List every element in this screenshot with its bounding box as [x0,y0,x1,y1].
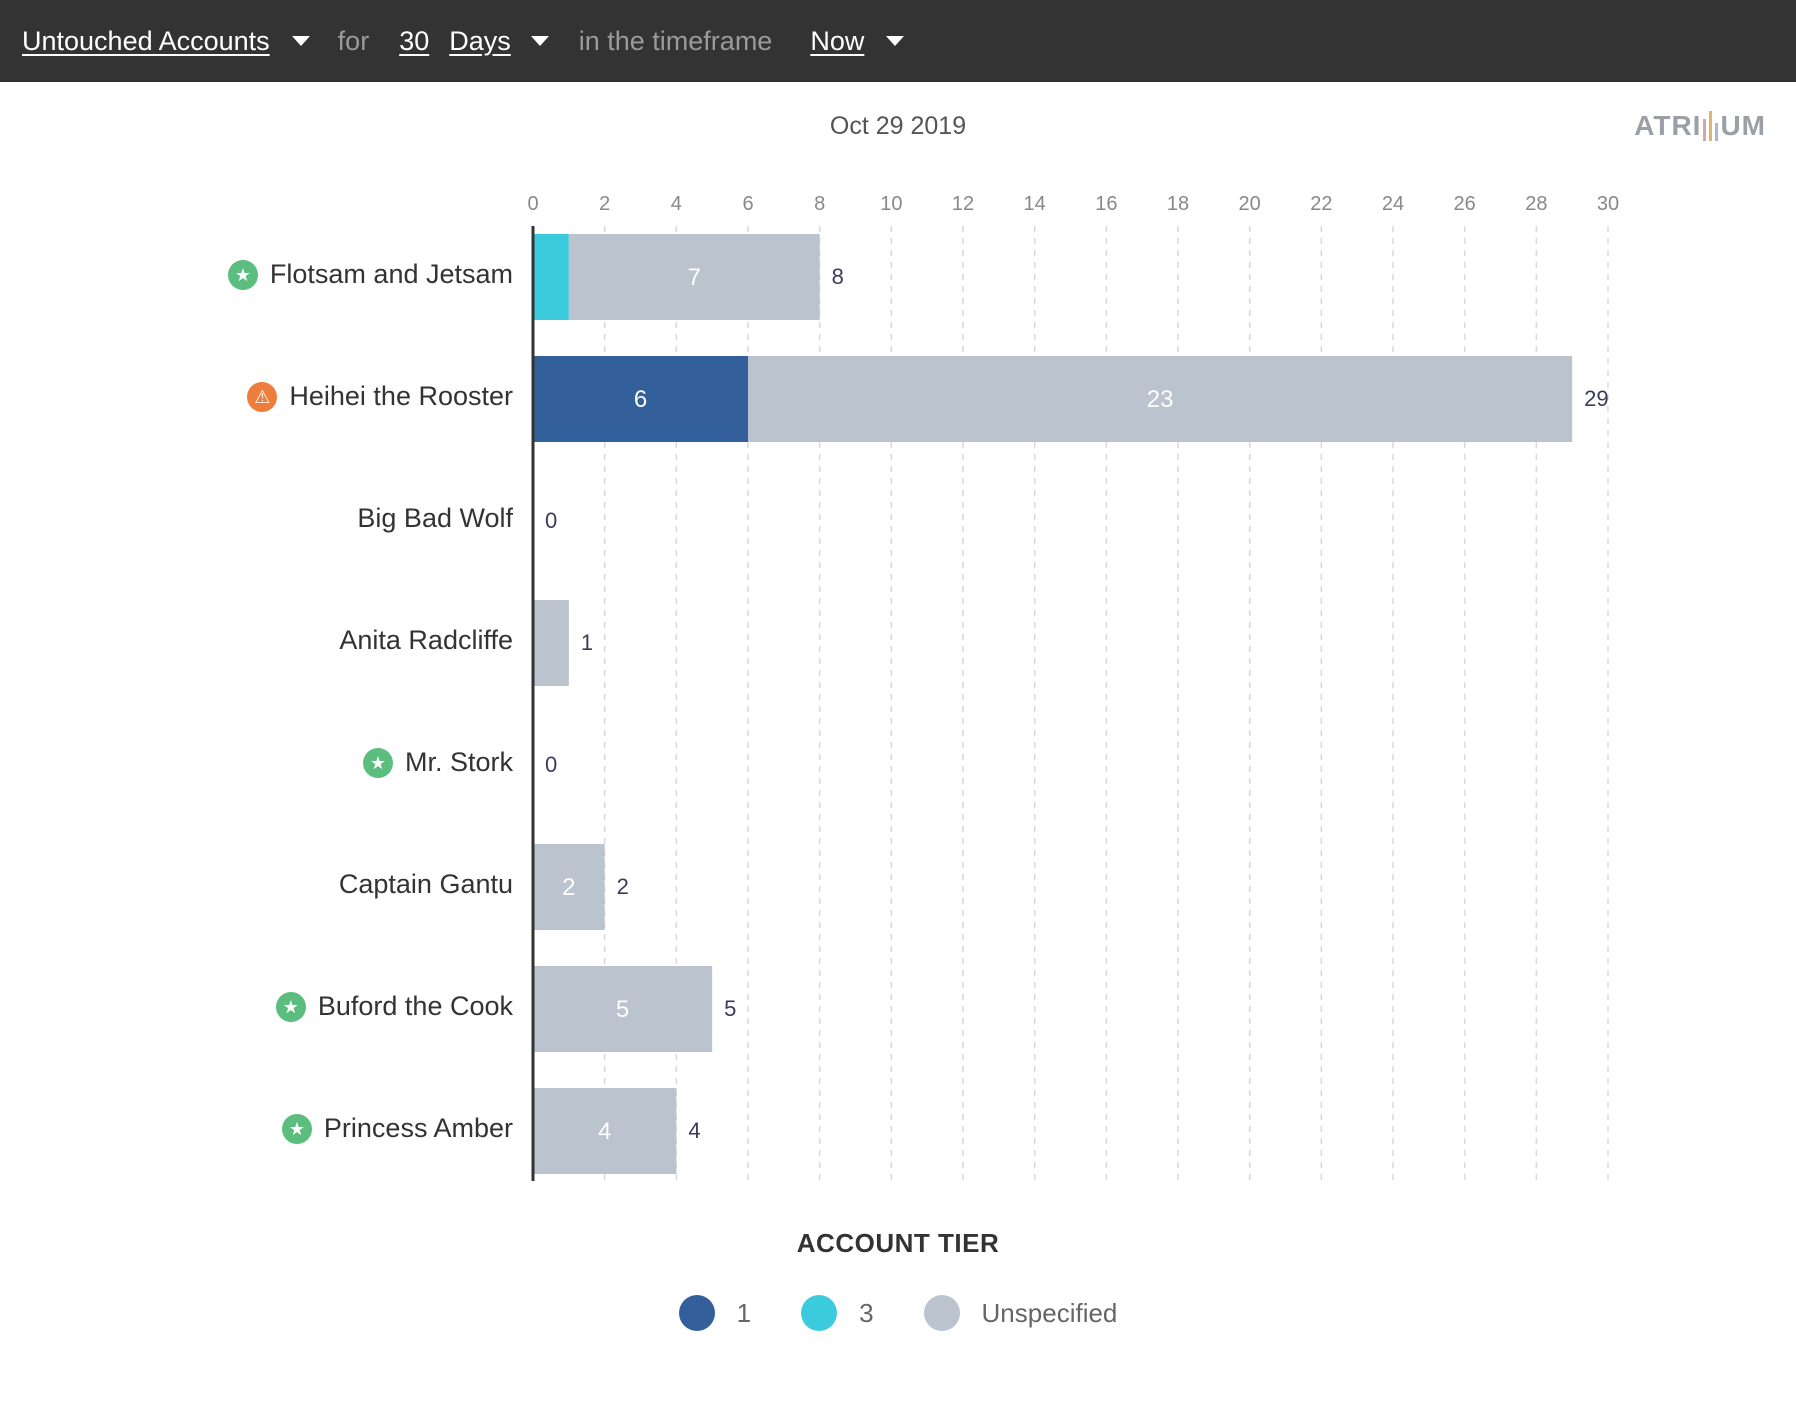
logo-text-right: UM [1720,110,1766,141]
x-tick-label: 4 [671,193,682,215]
legend-item[interactable]: 1 [678,1295,752,1331]
legend-label: 3 [859,1297,874,1328]
bar-segment-label: 5 [616,996,629,1023]
category-name: Princess Amber [323,1113,513,1143]
legend-swatch-icon [678,1295,715,1331]
bar-total-label: 0 [545,508,557,533]
bar-total-label: 4 [688,1118,700,1143]
bar-total-label: 2 [617,874,629,899]
x-tick-label: 8 [814,193,825,215]
legend-item[interactable]: 3 [801,1295,874,1331]
bar-segment-label: 6 [634,386,647,413]
metric-dropdown-label[interactable]: Untouched Accounts [22,25,270,56]
metric-caret-icon[interactable] [291,36,310,46]
bar-segment [568,234,820,320]
legend-label: Unspecified [981,1297,1118,1328]
category-row-label[interactable]: Captain Gantu [339,869,513,900]
star-badge-icon: ★ [362,747,393,778]
x-tick-label: 24 [1382,193,1404,215]
star-badge-icon: ★ [281,1113,312,1144]
category-name: Mr. Stork [404,747,513,777]
bar-segment [533,356,748,442]
period-value-input[interactable]: 30 [399,25,430,56]
legend-swatch-icon [801,1295,838,1331]
legend-swatch-icon [923,1295,960,1331]
category-name: Flotsam and Jetsam [269,259,513,289]
category-row-label[interactable]: Anita Radcliffe [339,625,513,656]
bar-segment-label: 4 [598,1118,611,1145]
period-unit-caret-icon[interactable] [530,36,549,46]
bar-total-label: 1 [581,630,593,655]
bar-segment [533,600,569,686]
x-tick-label: 28 [1525,193,1547,215]
bar-total-label: 8 [832,264,844,289]
bar-segment [748,356,1573,442]
for-text: for [337,25,370,56]
bar-segment-label: 2 [562,874,575,901]
bar-segment-label: 7 [688,264,701,291]
atrium-logo: ATRI UM [1634,110,1766,142]
chart-date-title: Oct 29 2019 [829,112,967,140]
timeframe-text: in the timeframe [578,25,773,56]
legend-title: ACCOUNT TIER [796,1228,1000,1258]
timeframe-caret-icon[interactable] [886,36,905,46]
category-name: Buford the Cook [317,991,513,1021]
bar-segment-label: 23 [1147,386,1174,413]
legend: 1 3 Unspecified [0,1295,1796,1331]
x-tick-label: 2 [599,193,610,215]
timeframe-dropdown-label[interactable]: Now [810,25,865,56]
x-tick-label: 20 [1239,193,1261,215]
star-badge-icon: ★ [227,259,258,290]
warning-badge-icon: ⚠ [247,381,278,412]
x-tick-label: 0 [527,193,538,215]
logo-bars-icon [1703,111,1719,141]
x-tick-label: 26 [1454,193,1476,215]
x-tick-label: 16 [1095,193,1117,215]
logo-text-left: ATRI [1634,110,1702,141]
x-tick-label: 30 [1597,193,1619,215]
x-tick-label: 22 [1310,193,1332,215]
bar-segment [533,234,569,320]
bar-total-label: 0 [545,752,557,777]
category-row-label[interactable]: ★ Princess Amber [281,1113,513,1144]
period-unit-dropdown-label[interactable]: Days [449,25,511,56]
filter-toolbar: Untouched Accounts for 30 Days in the ti… [0,0,1796,82]
category-row-label[interactable]: ★ Buford the Cook [275,991,513,1022]
category-row-label[interactable]: Big Bad Wolf [357,503,513,534]
category-name: Anita Radcliffe [339,625,513,655]
star-badge-icon: ★ [275,991,306,1022]
category-name: Big Bad Wolf [357,503,513,533]
x-tick-label: 18 [1167,193,1189,215]
bar-total-label: 29 [1584,386,1608,411]
bar-total-label: 5 [724,996,736,1021]
legend-label: 1 [736,1297,752,1328]
category-name: Captain Gantu [338,869,513,899]
bar-segment [533,844,605,930]
bar-segment [533,1088,677,1174]
legend-item[interactable]: Unspecified [923,1295,1118,1331]
category-row-label[interactable]: ★ Flotsam and Jetsam [227,259,513,290]
x-tick-label: 10 [880,193,902,215]
x-tick-label: 12 [952,193,974,215]
x-tick-label: 14 [1024,193,1046,215]
category-row-label[interactable]: ⚠ Heihei the Rooster [247,381,513,412]
x-tick-label: 6 [742,193,753,215]
category-row-label[interactable]: ★ Mr. Stork [362,747,513,778]
category-name: Heihei the Rooster [289,381,513,411]
bar-segment [533,966,713,1052]
